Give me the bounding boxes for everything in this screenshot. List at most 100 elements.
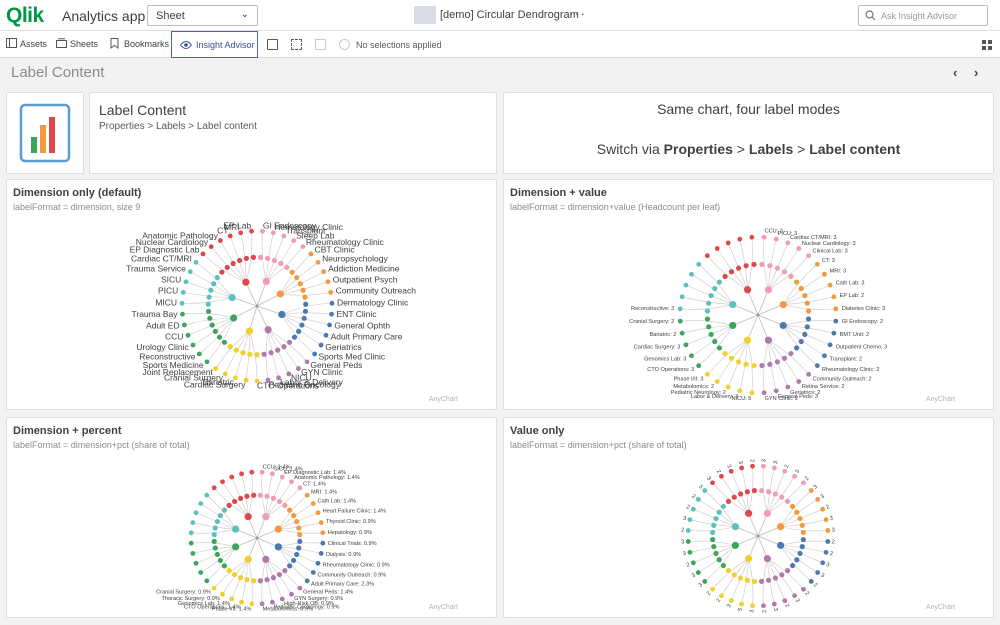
leaf-node[interactable] [822, 271, 827, 277]
branch-node[interactable] [710, 529, 716, 536]
leaf-node[interactable] [227, 233, 233, 239]
branch-node[interactable] [224, 264, 230, 271]
branch-node[interactable] [804, 324, 810, 330]
group-node[interactable] [763, 555, 771, 563]
leaf-node[interactable] [329, 300, 335, 306]
branch-node[interactable] [270, 495, 277, 501]
branch-node[interactable] [251, 492, 257, 498]
leaf-node[interactable] [827, 342, 833, 348]
branch-node[interactable] [708, 331, 714, 338]
leaf-node[interactable] [825, 528, 831, 533]
leaf-node[interactable] [785, 384, 791, 390]
leaf-node[interactable] [297, 585, 303, 591]
branch-node[interactable] [221, 339, 228, 345]
branch-node[interactable] [710, 536, 716, 543]
leaf-node[interactable] [304, 359, 310, 365]
branch-node[interactable] [233, 347, 239, 353]
branch-node[interactable] [270, 575, 277, 581]
group-node[interactable] [764, 286, 773, 294]
branch-node[interactable] [250, 254, 257, 260]
leaf-node[interactable] [739, 465, 745, 471]
branch-node[interactable] [236, 257, 243, 264]
leaf-node[interactable] [204, 492, 210, 498]
leaf-node[interactable] [249, 228, 254, 234]
leaf-node[interactable] [739, 601, 745, 607]
group-node[interactable] [274, 525, 282, 533]
group-node[interactable] [777, 523, 785, 531]
branch-node[interactable] [728, 269, 735, 275]
leaf-node[interactable] [820, 560, 826, 566]
leaf-node[interactable] [289, 479, 294, 485]
branch-node[interactable] [728, 355, 735, 361]
branch-node[interactable] [731, 572, 737, 578]
leaf-node[interactable] [286, 371, 292, 377]
leaf-node[interactable] [185, 332, 191, 338]
branch-node[interactable] [720, 562, 727, 569]
branch-node[interactable] [711, 544, 717, 550]
branch-node[interactable] [221, 563, 227, 569]
branch-node[interactable] [212, 545, 218, 551]
dendrogram-chart[interactable]: CCU: 1.4%SICU: 1.4%EP Diagnostic Lab: 1.… [7, 418, 498, 619]
group-node[interactable] [729, 321, 737, 330]
group-node[interactable] [743, 286, 752, 294]
leaf-node[interactable] [679, 294, 685, 300]
group-node[interactable] [242, 278, 250, 286]
leaf-node[interactable] [696, 363, 702, 369]
leaf-node[interactable] [714, 379, 720, 384]
branch-node[interactable] [243, 255, 250, 262]
leaf-node[interactable] [239, 599, 244, 605]
branch-node[interactable] [211, 538, 217, 544]
branch-node[interactable] [766, 489, 772, 495]
selections-tool-icon[interactable] [267, 39, 278, 50]
branch-node[interactable] [212, 525, 218, 531]
branch-node[interactable] [230, 260, 236, 267]
leaf-node[interactable] [749, 234, 755, 240]
branch-node[interactable] [713, 515, 719, 522]
leaf-node[interactable] [801, 480, 806, 486]
leaf-node[interactable] [321, 269, 327, 275]
leaf-node[interactable] [179, 300, 185, 306]
leaf-node[interactable] [815, 570, 821, 575]
branch-node[interactable] [264, 255, 271, 262]
leaf-node[interactable] [318, 551, 324, 556]
group-node[interactable] [745, 509, 753, 517]
next-sheet-button[interactable]: › [974, 65, 979, 80]
leaf-node[interactable] [761, 463, 766, 469]
branch-node[interactable] [711, 522, 717, 528]
branch-node[interactable] [216, 334, 223, 340]
branch-node[interactable] [779, 494, 785, 500]
leaf-node[interactable] [180, 311, 185, 317]
branch-node[interactable] [301, 315, 307, 321]
leaf-node[interactable] [796, 246, 802, 251]
branch-node[interactable] [722, 350, 728, 357]
branch-node[interactable] [227, 344, 233, 350]
branch-node[interactable] [774, 359, 781, 365]
branch-node[interactable] [290, 512, 297, 519]
leaf-node[interactable] [792, 473, 797, 479]
group-node[interactable] [779, 321, 787, 330]
branch-node[interactable] [209, 322, 215, 328]
leaf-node[interactable] [291, 238, 297, 243]
leaf-node[interactable] [690, 560, 696, 566]
branch-node[interactable] [704, 308, 711, 314]
ask-insight-advisor-input[interactable]: Ask Insight Advisor [858, 5, 988, 26]
leaf-node[interactable] [814, 261, 820, 267]
group-node[interactable] [729, 300, 737, 309]
branch-node[interactable] [759, 261, 765, 268]
leaf-node[interactable] [320, 530, 326, 536]
leaf-node[interactable] [792, 593, 797, 599]
branch-node[interactable] [789, 503, 796, 510]
sheet-name[interactable]: [demo] Circular Dendrogram [440, 9, 579, 21]
branch-node[interactable] [779, 572, 785, 578]
branch-node[interactable] [251, 578, 257, 584]
leaf-node[interactable] [318, 342, 324, 348]
leaf-node[interactable] [831, 294, 837, 300]
branch-node[interactable] [744, 489, 750, 495]
leaf-node[interactable] [315, 560, 321, 566]
leaf-node[interactable] [782, 598, 788, 604]
branch-node[interactable] [784, 498, 791, 505]
chart-card-dimension-value[interactable]: Dimension + value labelFormat = dimensio… [503, 179, 994, 410]
branch-node[interactable] [257, 254, 264, 260]
chart-card-value-only[interactable]: Value only labelFormat = dimension+pct (… [503, 417, 994, 618]
